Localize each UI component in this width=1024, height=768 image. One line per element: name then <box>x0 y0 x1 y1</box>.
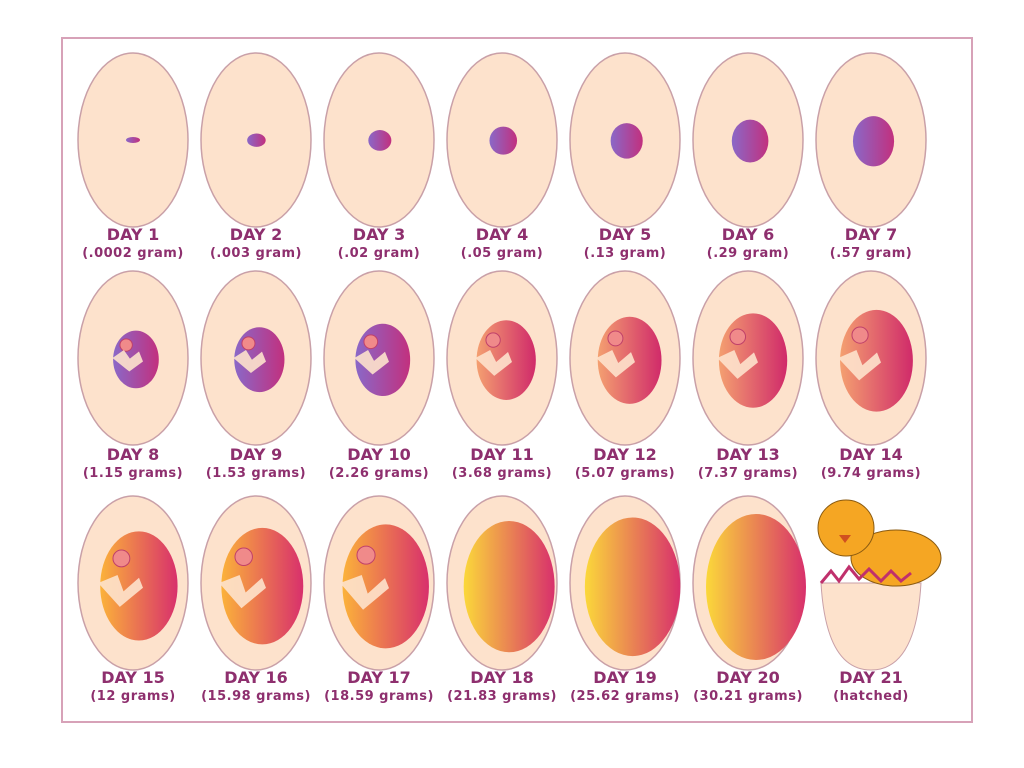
weight-label: (25.62 grams) <box>570 689 680 704</box>
embryo <box>247 133 266 147</box>
weight-label: (9.74 grams) <box>821 466 921 481</box>
egg-cell: DAY 3 (.02 gram) <box>323 52 435 261</box>
weight-label: (1.53 grams) <box>206 466 306 481</box>
embryo <box>584 517 681 657</box>
egg-cell: DAY 14 (9.74 grams) <box>815 270 927 481</box>
egg-cell: DAY 8 (1.15 grams) <box>77 270 189 481</box>
weight-label: (hatched) <box>833 689 909 704</box>
day-label: DAY 12 <box>593 445 657 464</box>
weight-label: (15.98 grams) <box>201 689 311 704</box>
day-label: DAY 6 <box>722 225 774 244</box>
weight-label: (.29 gram) <box>707 246 789 261</box>
egg-cell: DAY 4 (.05 gram) <box>446 52 558 261</box>
egg-cell: DAY 10 (2.26 grams) <box>323 270 435 481</box>
embryo-eye <box>851 326 869 344</box>
embryo-eye <box>485 332 501 348</box>
weight-label: (3.68 grams) <box>452 466 552 481</box>
weight-label: (1.15 grams) <box>83 466 183 481</box>
egg-cell: DAY 6 (.29 gram) <box>692 52 804 261</box>
embryo <box>731 119 769 163</box>
day-label: DAY 1 <box>107 225 159 244</box>
day-label: DAY 5 <box>599 225 651 244</box>
embryo-limb <box>354 350 389 375</box>
embryo <box>852 116 895 167</box>
embryo-limb <box>219 575 266 609</box>
embryo-limb <box>717 350 758 379</box>
weight-label: (12 grams) <box>90 689 175 704</box>
weight-label: (7.37 grams) <box>698 466 798 481</box>
egg-cell: DAY 1 (.0002 gram) <box>77 52 189 261</box>
egg-cell: DAY 13 (7.37 grams) <box>692 270 804 481</box>
day-label: DAY 15 <box>101 668 165 687</box>
embryo-limb <box>112 350 143 372</box>
weight-label: (.57 gram) <box>830 246 912 261</box>
shell <box>820 582 922 671</box>
weight-label: (.02 gram) <box>338 246 420 261</box>
day-label: DAY 16 <box>224 668 288 687</box>
day-label: DAY 2 <box>230 225 282 244</box>
day-label: DAY 20 <box>716 668 780 687</box>
egg-cell: DAY 9 (1.53 grams) <box>200 270 312 481</box>
day-label: DAY 21 <box>839 668 903 687</box>
embryo-eye <box>356 545 376 565</box>
egg-cell: DAY 5 (.13 gram) <box>569 52 681 261</box>
weight-label: (.13 gram) <box>584 246 666 261</box>
embryo-eye <box>729 328 747 346</box>
day-label: DAY 9 <box>230 445 282 464</box>
chick-beak <box>839 535 851 543</box>
day-label: DAY 19 <box>593 668 657 687</box>
embryo <box>126 137 140 143</box>
egg-cell: DAY 2 (.003 gram) <box>200 52 312 261</box>
chick-head <box>817 499 875 557</box>
embryo-eye <box>119 338 133 352</box>
embryo-limb <box>98 575 143 607</box>
embryo-limb <box>233 350 266 373</box>
egg-cell: DAY 12 (5.07 grams) <box>569 270 681 481</box>
egg-cell: DAY 15 (12 grams) <box>77 495 189 704</box>
weight-label: (18.59 grams) <box>324 689 434 704</box>
egg-cell: DAY 18 (21.83 grams) <box>446 495 558 704</box>
day-label: DAY 4 <box>476 225 528 244</box>
day-label: DAY 17 <box>347 668 411 687</box>
day-label: DAY 7 <box>845 225 897 244</box>
embryo <box>368 130 392 151</box>
egg-cell: DAY 17 (18.59 grams) <box>323 495 435 704</box>
egg-cell: DAY 19 (25.62 grams) <box>569 495 681 704</box>
day-label: DAY 13 <box>716 445 780 464</box>
embryo-eye <box>234 547 253 567</box>
day-label: DAY 8 <box>107 445 159 464</box>
day-label: DAY 18 <box>470 668 534 687</box>
egg-cell: DAY 11 (3.68 grams) <box>446 270 558 481</box>
weight-label: (.0002 gram) <box>82 246 184 261</box>
day-label: DAY 14 <box>839 445 903 464</box>
egg-cell: DAY 7 (.57 gram) <box>815 52 927 261</box>
embryo <box>463 520 555 653</box>
shell-edge <box>819 564 912 584</box>
embryo-eye <box>607 330 624 347</box>
embryo-eye <box>363 334 379 350</box>
weight-label: (5.07 grams) <box>575 466 675 481</box>
weight-label: (2.26 grams) <box>329 466 429 481</box>
embryo-limb <box>340 575 389 610</box>
embryo-eye <box>241 336 256 351</box>
day-label: DAY 3 <box>353 225 405 244</box>
egg-cell: DAY 20 (30.21 grams) <box>692 495 806 704</box>
weight-label: (.05 gram) <box>461 246 543 261</box>
embryo-limb <box>475 350 512 376</box>
weight-label: (.003 gram) <box>210 246 302 261</box>
embryo-eye <box>112 549 131 568</box>
weight-label: (21.83 grams) <box>447 689 557 704</box>
embryo-limb <box>838 350 881 381</box>
day-label: DAY 10 <box>347 445 411 464</box>
weight-label: (30.21 grams) <box>693 689 803 704</box>
embryo-limb <box>596 350 635 378</box>
day-label: DAY 11 <box>470 445 534 464</box>
embryo <box>610 123 643 159</box>
egg-cell: DAY 21 (hatched) <box>817 499 942 704</box>
embryo <box>489 126 518 155</box>
egg-cell: DAY 16 (15.98 grams) <box>200 495 312 704</box>
embryo <box>706 514 806 660</box>
